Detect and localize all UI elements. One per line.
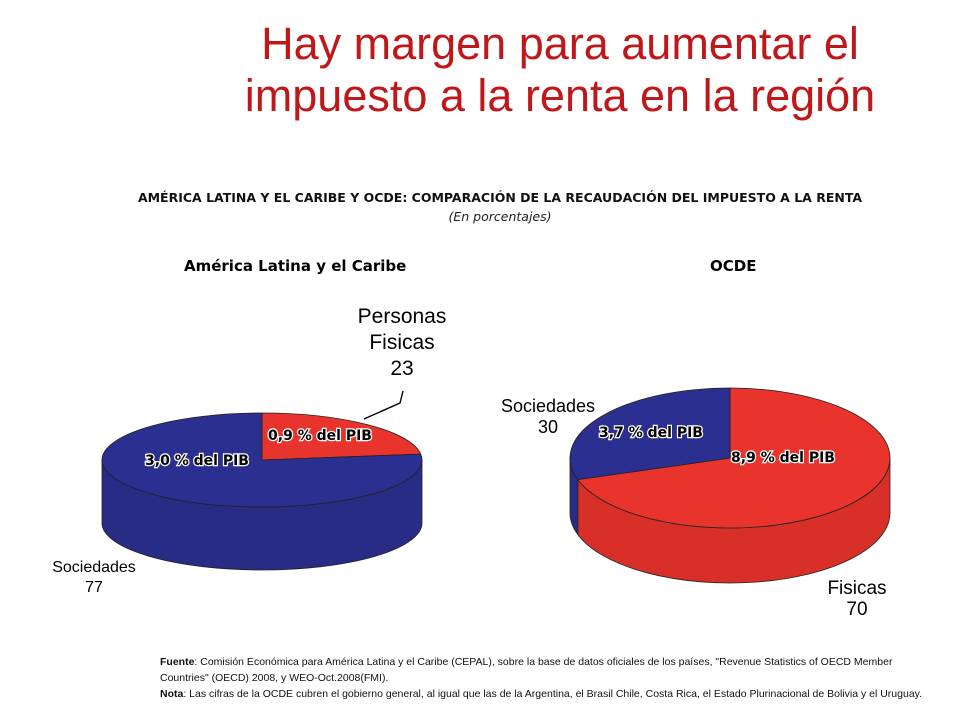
pie-chart-ocde: 8,9 % del PIB 3,7 % del PIB bbox=[569, 387, 891, 584]
chart-heading: AMÉRICA LATINA Y EL CARIBE Y OCDE: COMPA… bbox=[137, 190, 863, 205]
pie-inner-label-0-0: 0,9 % del PIB bbox=[268, 428, 372, 444]
pie-inner-label-0-1: 3,0 % del PIB bbox=[145, 453, 249, 469]
pie-inner-label-1-0: 8,9 % del PIB bbox=[731, 450, 835, 466]
callout-ocde-fisicas-name-0: Fisicas bbox=[827, 578, 886, 599]
callout-latam-personas-name-1: Fisicas bbox=[369, 331, 434, 354]
pie-slice-0-0 bbox=[261, 412, 422, 461]
pie-slice-1-0 bbox=[577, 387, 891, 529]
slide-title-line-1: Hay margen para aumentar el bbox=[261, 18, 859, 69]
note-text: : Las cifras de la OCDE cubren el gobier… bbox=[183, 688, 923, 700]
pie-callouts: PersonasFisicas23Sociedades77Sociedades3… bbox=[52, 305, 886, 620]
pie-slice-1-1 bbox=[569, 387, 731, 481]
pie-chart-latam: 0,9 % del PIB 3,0 % del PIB bbox=[101, 412, 423, 571]
callout-latam-sociedades-value: 77 bbox=[85, 579, 103, 596]
callout-latam-sociedades-name-0: Sociedades bbox=[52, 559, 136, 576]
footer-notes: Fuente: Comisión Económica para América … bbox=[160, 654, 930, 702]
chart-title-ocde: OCDE bbox=[710, 257, 757, 275]
chart-subheading: (En porcentajes) bbox=[448, 209, 552, 224]
source-text: : Comisión Económica para América Latina… bbox=[160, 656, 893, 684]
pie-charts: 0,9 % del PIB 3,0 % del PIB 8,9 % del PIB… bbox=[52, 305, 891, 620]
callout-ocde-sociedades-name-0: Sociedades bbox=[501, 396, 595, 416]
pie-slice-0-1 bbox=[101, 412, 423, 508]
footer-source: Fuente: Comisión Económica para América … bbox=[160, 654, 930, 686]
callout-ocde-sociedades-value: 30 bbox=[538, 417, 558, 437]
callout-ocde-fisicas-value: 70 bbox=[846, 599, 867, 620]
callout-latam-personas-value: 23 bbox=[390, 357, 413, 380]
source-label: Fuente bbox=[160, 656, 195, 668]
footer-note: Nota: Las cifras de la OCDE cubren el go… bbox=[160, 686, 930, 702]
chart-title-latam: América Latina y el Caribe bbox=[184, 257, 407, 275]
slide-title-line-2: impuesto a la renta en la región bbox=[244, 70, 876, 121]
note-label: Nota bbox=[160, 688, 184, 700]
slide-title: Hay margen para aumentar el impuesto a l… bbox=[200, 18, 920, 122]
callout-leader-line bbox=[363, 390, 404, 420]
callout-latam-personas-name-0: Personas bbox=[358, 305, 447, 328]
pie-inner-label-1-1: 3,7 % del PIB bbox=[599, 425, 703, 441]
